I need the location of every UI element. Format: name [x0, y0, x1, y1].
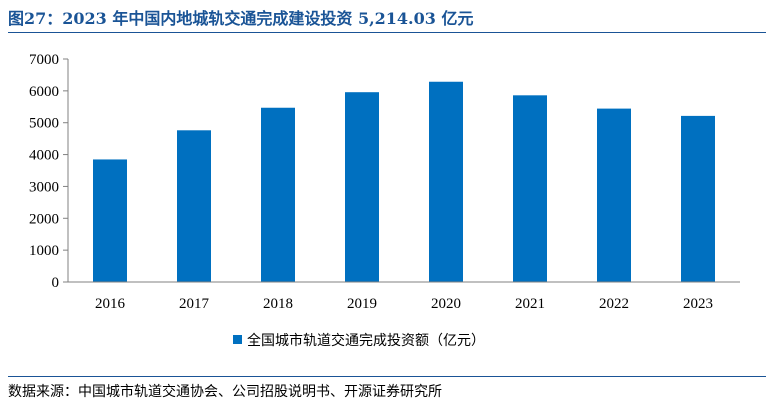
legend: 全国城市轨道交通完成投资额（亿元） [233, 332, 485, 349]
bar-2019 [345, 92, 379, 282]
bars [93, 81, 715, 283]
y-tick-label: 6000 [29, 84, 59, 100]
source-note: 数据来源：中国城市轨道交通协会、公司招股说明书、开源证券研究所 [8, 384, 442, 400]
y-tick-label: 0 [52, 275, 60, 291]
x-axis: 2016 2017 2018 2019 2020 2021 2022 2023 [68, 281, 740, 312]
y-tick-label: 4000 [29, 148, 59, 164]
bar-2018 [261, 107, 295, 283]
x-tick-label: 2020 [431, 296, 461, 312]
bar-2017 [177, 130, 211, 282]
x-tick-label: 2017 [179, 296, 210, 312]
x-tick-label: 2016 [95, 296, 126, 312]
x-tick-label: 2019 [347, 296, 377, 312]
y-tick-label: 2000 [29, 211, 59, 227]
bar-2023 [681, 115, 715, 282]
bar-2022 [597, 108, 631, 283]
bar-2016 [93, 159, 127, 282]
y-tick-label: 7000 [29, 52, 59, 68]
x-tick-label: 2022 [599, 296, 629, 312]
y-tick-label: 1000 [29, 243, 59, 259]
bar-2021 [513, 95, 547, 283]
source-divider [8, 376, 766, 377]
x-tick-label: 2021 [515, 296, 545, 312]
y-axis: 0 1000 2000 3000 4000 5000 6000 7000 [29, 52, 69, 291]
chart-title: 图27：2023 年中国内地城轨交通完成建设投资 5,214.03 亿元 [8, 9, 474, 28]
y-tick-label: 3000 [29, 179, 59, 195]
title-divider [8, 32, 766, 33]
legend-label: 全国城市轨道交通完成投资额（亿元） [247, 332, 485, 349]
bar-2020 [429, 81, 463, 282]
legend-swatch [233, 335, 242, 344]
x-tick-label: 2018 [263, 296, 293, 312]
y-tick-label: 5000 [29, 116, 59, 132]
x-tick-label: 2023 [683, 296, 713, 312]
